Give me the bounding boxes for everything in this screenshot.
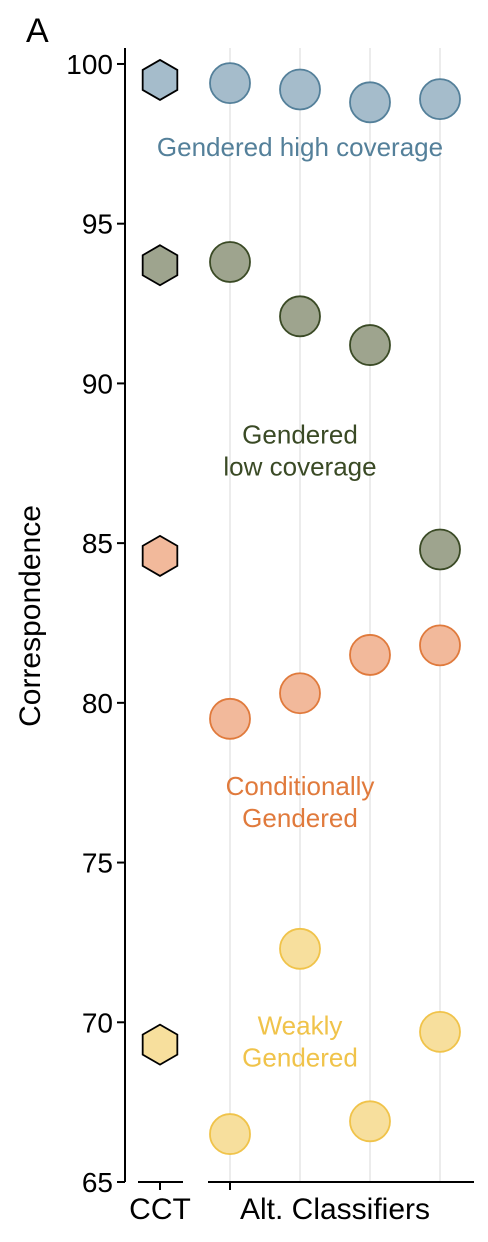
- alt-classifier-point-2-4: [419, 528, 461, 571]
- grid-lines: [229, 48, 441, 1182]
- y-tick-label: 85: [82, 528, 113, 559]
- cct-hexagon-4: [141, 1023, 179, 1066]
- alt-classifier-point-4-1: [209, 1113, 251, 1155]
- y-axis-title: Correspondence: [14, 505, 47, 727]
- alt-classifier-point-1-2: [279, 68, 321, 111]
- cct-hexagon-3: [141, 534, 179, 577]
- x-label-alt-classifiers: Alt. Classifiers: [240, 1193, 430, 1226]
- alt-classifier-point-2-2: [279, 295, 321, 338]
- alt-classifier-point-3-2: [279, 672, 321, 715]
- panel-letter: A: [26, 12, 49, 50]
- alt-classifier-point-4-3: [349, 1100, 391, 1143]
- alt-classifier-point-1-4: [419, 78, 461, 121]
- alt-classifier-point-1-3: [349, 81, 391, 124]
- alt-classifier-point-2-3: [349, 324, 391, 366]
- y-tick-label: 100: [66, 49, 113, 80]
- alt-classifier-point-1-1: [209, 62, 251, 105]
- alt-classifier-point-4-2: [279, 927, 321, 970]
- group-label-4-line-2: Gendered: [242, 1042, 358, 1072]
- y-tick-label: 90: [82, 368, 113, 399]
- y-ticks: 65 70 75 80 85 90 95 100: [66, 49, 125, 1198]
- axes: [124, 48, 474, 1190]
- group-label-3-line-2: Gendered: [242, 803, 358, 833]
- y-tick-label: 95: [82, 209, 113, 240]
- group-label-2-line-1: Gendered: [242, 419, 358, 449]
- alt-classifier-point-4-4: [419, 1010, 461, 1053]
- x-label-cct: CCT: [129, 1193, 191, 1226]
- group-label-4-line-1: Weakly: [258, 1010, 343, 1040]
- data-marks: [141, 58, 461, 1155]
- group-label-2-line-2: low coverage: [223, 451, 376, 481]
- cct-hexagon-2: [141, 244, 179, 287]
- group-label-3-line-1: Conditionally: [226, 771, 375, 801]
- cct-hexagon-1: [141, 58, 179, 101]
- y-tick-label: 65: [82, 1167, 113, 1198]
- group-label-1-line-1: Gendered high coverage: [157, 132, 443, 162]
- alt-classifier-point-2-1: [209, 241, 251, 283]
- y-tick-label: 75: [82, 848, 113, 879]
- alt-classifier-point-3-4: [419, 624, 461, 667]
- alt-classifier-point-3-1: [209, 697, 251, 740]
- y-tick-label: 70: [82, 1007, 113, 1038]
- y-tick-label: 80: [82, 688, 113, 719]
- alt-classifier-point-3-3: [349, 634, 391, 676]
